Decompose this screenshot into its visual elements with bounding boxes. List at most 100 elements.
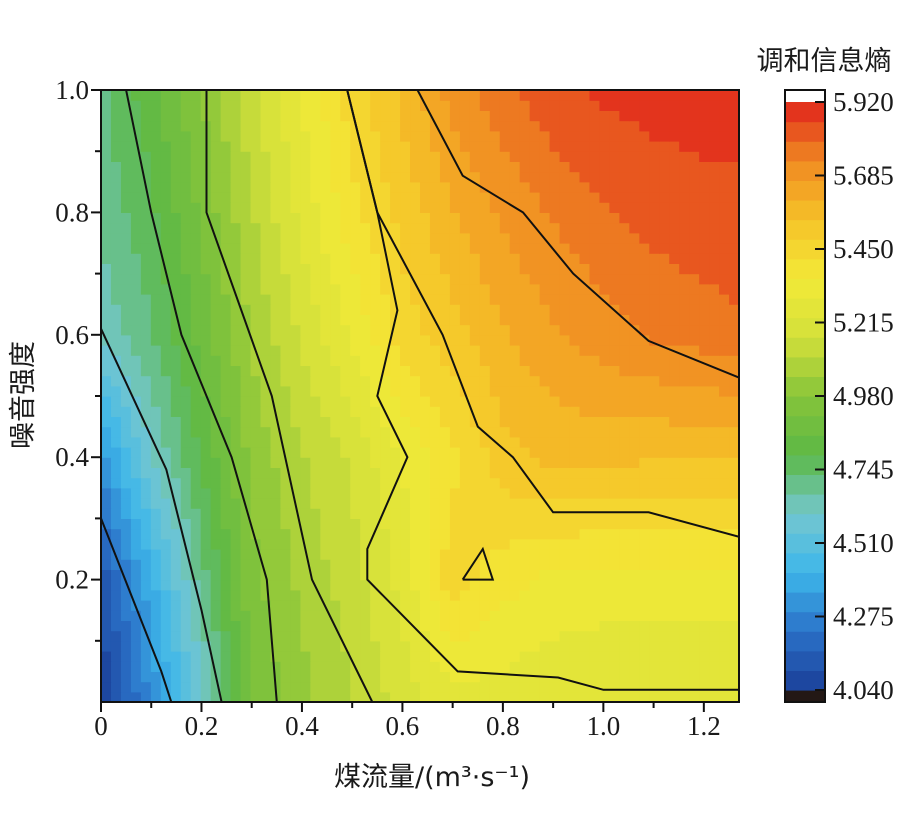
contour-cell xyxy=(110,426,122,438)
contour-cell xyxy=(400,192,411,203)
contour-cell xyxy=(110,681,122,693)
contour-cell xyxy=(589,549,601,560)
contour-cell xyxy=(449,130,461,142)
contour-cell xyxy=(240,467,252,479)
contour-cell xyxy=(629,416,640,428)
contour-cell xyxy=(280,508,292,519)
contour-cell xyxy=(709,345,720,356)
contour-cell xyxy=(320,355,331,366)
contour-cell xyxy=(400,406,411,417)
contour-cell xyxy=(429,375,441,387)
contour-cell xyxy=(549,610,561,621)
contour-cell xyxy=(569,100,581,111)
contour-cell xyxy=(509,212,521,224)
contour-cell xyxy=(220,549,232,560)
contour-cell xyxy=(689,151,700,162)
contour-cell xyxy=(609,212,620,224)
contour-cell xyxy=(519,477,531,489)
contour-cell xyxy=(200,365,212,377)
contour-cell xyxy=(400,661,411,672)
contour-cell xyxy=(509,426,521,438)
contour-cell xyxy=(559,202,571,213)
contour-cell xyxy=(330,436,341,448)
contour-cell xyxy=(469,151,481,162)
contour-cell xyxy=(519,294,531,305)
contour-cell xyxy=(519,447,531,458)
contour-cell xyxy=(360,508,371,519)
contour-cell xyxy=(429,273,441,285)
contour-cell xyxy=(689,467,700,479)
contour-cell xyxy=(619,263,630,275)
colorbar-band xyxy=(785,239,825,260)
contour-cell xyxy=(420,151,431,162)
contour-cell xyxy=(230,620,242,632)
contour-cell xyxy=(459,498,471,509)
contour-cell xyxy=(599,181,611,193)
contour-cell xyxy=(150,130,162,142)
contour-cell xyxy=(150,283,162,295)
contour-cell xyxy=(310,559,321,570)
contour-cell xyxy=(350,640,361,652)
contour-cell xyxy=(669,436,680,448)
contour-cell xyxy=(101,396,112,407)
contour-cell xyxy=(729,426,739,438)
contour-cell xyxy=(370,222,381,234)
contour-cell xyxy=(130,222,142,234)
contour-cell xyxy=(619,426,630,438)
contour-cell xyxy=(609,447,620,458)
contour-cell xyxy=(559,691,571,702)
contour-cell xyxy=(280,273,292,285)
contour-cell xyxy=(629,355,640,366)
contour-cell xyxy=(599,294,611,305)
contour-cell xyxy=(230,355,242,366)
contour-cell xyxy=(340,600,351,611)
contour-cell xyxy=(290,426,301,438)
contour-cell xyxy=(140,661,152,672)
contour-cell xyxy=(400,222,411,234)
contour-cell xyxy=(290,375,301,387)
contour-cell xyxy=(420,120,431,132)
contour-cell xyxy=(340,212,351,224)
contour-cell xyxy=(569,589,581,601)
contour-cell xyxy=(509,171,521,183)
contour-cell xyxy=(310,549,321,560)
contour-cell xyxy=(459,314,471,326)
contour-cell xyxy=(350,355,361,366)
contour-cell xyxy=(579,518,591,530)
contour-cell xyxy=(280,579,292,591)
contour-cell xyxy=(619,691,630,702)
colorbar-band xyxy=(785,317,825,338)
contour-cell xyxy=(459,202,471,213)
contour-cell xyxy=(449,345,461,356)
contour-cell xyxy=(589,651,601,662)
contour-cell xyxy=(619,487,630,499)
contour-cell xyxy=(250,365,262,377)
contour-cell xyxy=(370,365,381,377)
contour-cell xyxy=(579,212,591,224)
contour-cell xyxy=(649,100,660,111)
contour-cell xyxy=(290,192,301,203)
contour-cell xyxy=(360,691,371,702)
contour-cell xyxy=(340,436,351,448)
contour-cell xyxy=(360,375,371,387)
contour-cell xyxy=(320,151,331,162)
contour-cell xyxy=(479,396,491,407)
contour-cell xyxy=(439,559,451,570)
contour-cell xyxy=(220,651,232,662)
contour-cell xyxy=(300,202,311,213)
contour-cell xyxy=(619,90,630,101)
contour-cell xyxy=(280,651,292,662)
contour-cell xyxy=(459,651,471,662)
contour-cell xyxy=(410,385,421,397)
contour-cell xyxy=(170,141,182,152)
contour-cell xyxy=(370,426,381,438)
contour-cell xyxy=(330,681,341,693)
contour-cell xyxy=(729,90,739,101)
contour-cell xyxy=(240,396,252,407)
contour-cell xyxy=(160,294,172,305)
contour-cell xyxy=(240,151,252,162)
contour-cell xyxy=(280,518,292,530)
contour-cell xyxy=(130,181,142,193)
contour-cell xyxy=(250,243,262,254)
contour-cell xyxy=(539,406,551,417)
